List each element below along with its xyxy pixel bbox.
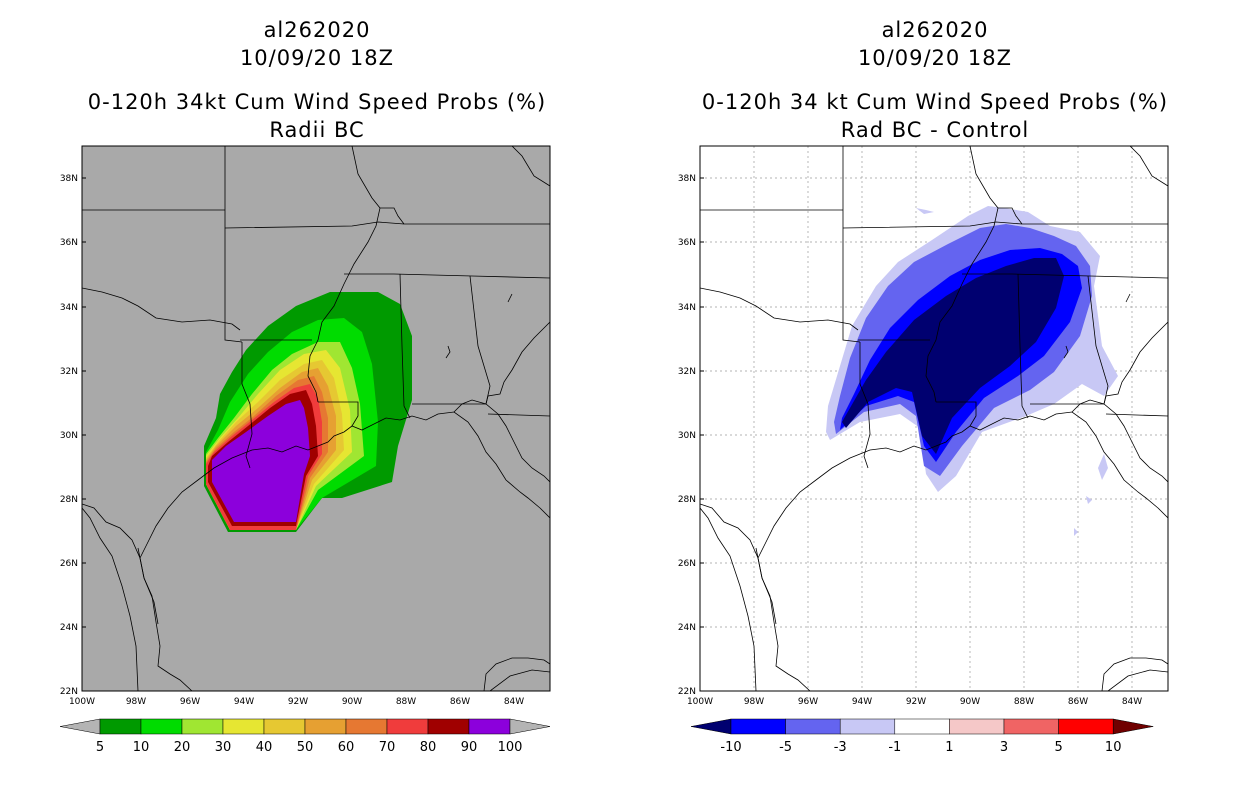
right-colorbar-swatch [1058,718,1114,735]
left-colorbar-label: 10 [133,740,150,755]
right-lon-88: 88W [1014,697,1034,707]
left-colorbar-swatch [222,718,265,735]
right-colorbar-low-arrow [690,718,732,735]
right-lat-38: 38N [678,174,696,184]
left-lat-34: 34N [60,303,78,313]
left-colorbar-label: 100 [498,740,523,755]
right-colorbar-label: -1 [888,740,901,755]
right-lon-94: 94W [852,697,872,707]
right-lon-86: 86W [1068,697,1088,707]
right-title-sub: Rad BC - Control [840,118,1030,142]
right-lat-22: 22N [678,687,696,697]
right-lat-labels: 38N 36N 34N 32N 30N 28N 26N 24N 22N [678,174,696,697]
right-colorbar-label: -10 [720,740,741,755]
right-lat-34: 34N [678,303,696,313]
left-probability-contours [82,146,550,691]
right-lon-98: 98W [744,697,764,707]
right-colorbar: -10 -5 -3 -1 1 3 5 10 [690,718,1154,755]
right-title-product: 0-120h 34 kt Cum Wind Speed Probs (%) [701,90,1169,114]
right-colorbar-label: 10 [1105,740,1122,755]
left-title-storm: al262020 [263,18,371,42]
left-colorbar-label: 50 [297,740,314,755]
left-lat-24: 24N [60,623,78,633]
right-map-frame [699,145,1169,692]
right-colorbar-label: 3 [1000,740,1008,755]
left-lon-labels: 100W 98W 96W 94W 92W 90W 88W 86W 84W [69,697,524,707]
left-lon-90: 90W [342,697,362,707]
left-lat-22: 22N [60,687,78,697]
left-colorbar-label: 80 [420,740,437,755]
left-lat-labels: 38N 36N 34N 32N 30N 28N 26N 24N 22N [60,174,78,697]
right-difference-contours [700,146,1168,691]
right-lon-84: 84W [1122,697,1142,707]
left-colorbar-swatch [304,718,347,735]
left-colorbar-label: 5 [96,740,104,755]
right-colorbar-label: -5 [779,740,792,755]
left-lat-38: 38N [60,174,78,184]
left-colorbar-label: 30 [215,740,232,755]
left-lat-26: 26N [60,559,78,569]
left-colorbar-label: 40 [256,740,273,755]
left-colorbar-label: 70 [379,740,396,755]
right-colorbar-label: 5 [1054,740,1062,755]
right-colorbar-label: 1 [945,740,953,755]
left-lon-92: 92W [288,697,308,707]
right-lat-24: 24N [678,623,696,633]
left-colorbar-high-arrow [509,718,551,735]
left-colorbar-swatch [140,718,183,735]
left-lon-84: 84W [504,697,524,707]
left-title-product: 0-120h 34kt Cum Wind Speed Probs (%) [87,90,547,114]
right-colorbar-high-arrow [1112,718,1154,735]
right-colorbar-swatch [1003,718,1059,735]
left-lat-28: 28N [60,495,78,505]
left-colorbar-swatch [181,718,224,735]
left-lat-30: 30N [60,431,78,441]
left-colorbar-label: 60 [338,740,355,755]
right-colorbar-swatch [839,718,896,735]
right-colorbar-swatch [949,718,1005,735]
left-lat-36: 36N [60,238,78,248]
left-colorbar-swatch [427,718,470,735]
right-colorbar-label: -3 [834,740,847,755]
left-map-panel [81,145,551,692]
left-colorbar-swatch [99,718,142,735]
left-lon-96: 96W [180,697,200,707]
left-title-sub: Radii BC [269,118,365,142]
left-colorbar-swatch [263,718,306,735]
left-lon-86: 86W [450,697,470,707]
right-lon-100: 100W [687,697,713,707]
left-lon-98: 98W [126,697,146,707]
right-lon-labels: 100W 98W 96W 94W 92W 90W 88W 86W 84W [687,697,1142,707]
right-lat-32: 32N [678,367,696,377]
left-title-date: 10/09/20 18Z [239,46,395,70]
right-colorbar-swatch [894,718,950,735]
right-lat-28: 28N [678,495,696,505]
right-lon-92: 92W [906,697,926,707]
left-colorbar-swatch [468,718,511,735]
right-lon-90: 90W [960,697,980,707]
right-colorbar-swatch [785,718,841,735]
right-lon-96: 96W [798,697,818,707]
right-lat-36: 36N [678,238,696,248]
left-lon-100: 100W [69,697,95,707]
left-map-frame [81,145,551,692]
left-colorbar-label: 90 [461,740,478,755]
left-colorbar-swatch [386,718,429,735]
left-lon-94: 94W [234,697,254,707]
right-title-storm: al262020 [881,18,989,42]
right-lat-30: 30N [678,431,696,441]
right-map-panel [699,145,1169,692]
left-colorbar-swatch [345,718,388,735]
left-colorbar-low-arrow [59,718,101,735]
right-lat-26: 26N [678,559,696,569]
right-colorbar-swatch [730,718,786,735]
left-colorbar-label: 20 [174,740,191,755]
left-lon-88: 88W [396,697,416,707]
left-colorbar: 5 10 20 30 40 50 60 70 80 90 100 [59,718,551,755]
left-lat-32: 32N [60,367,78,377]
tick-marks [82,177,704,628]
right-title-date: 10/09/20 18Z [857,46,1013,70]
